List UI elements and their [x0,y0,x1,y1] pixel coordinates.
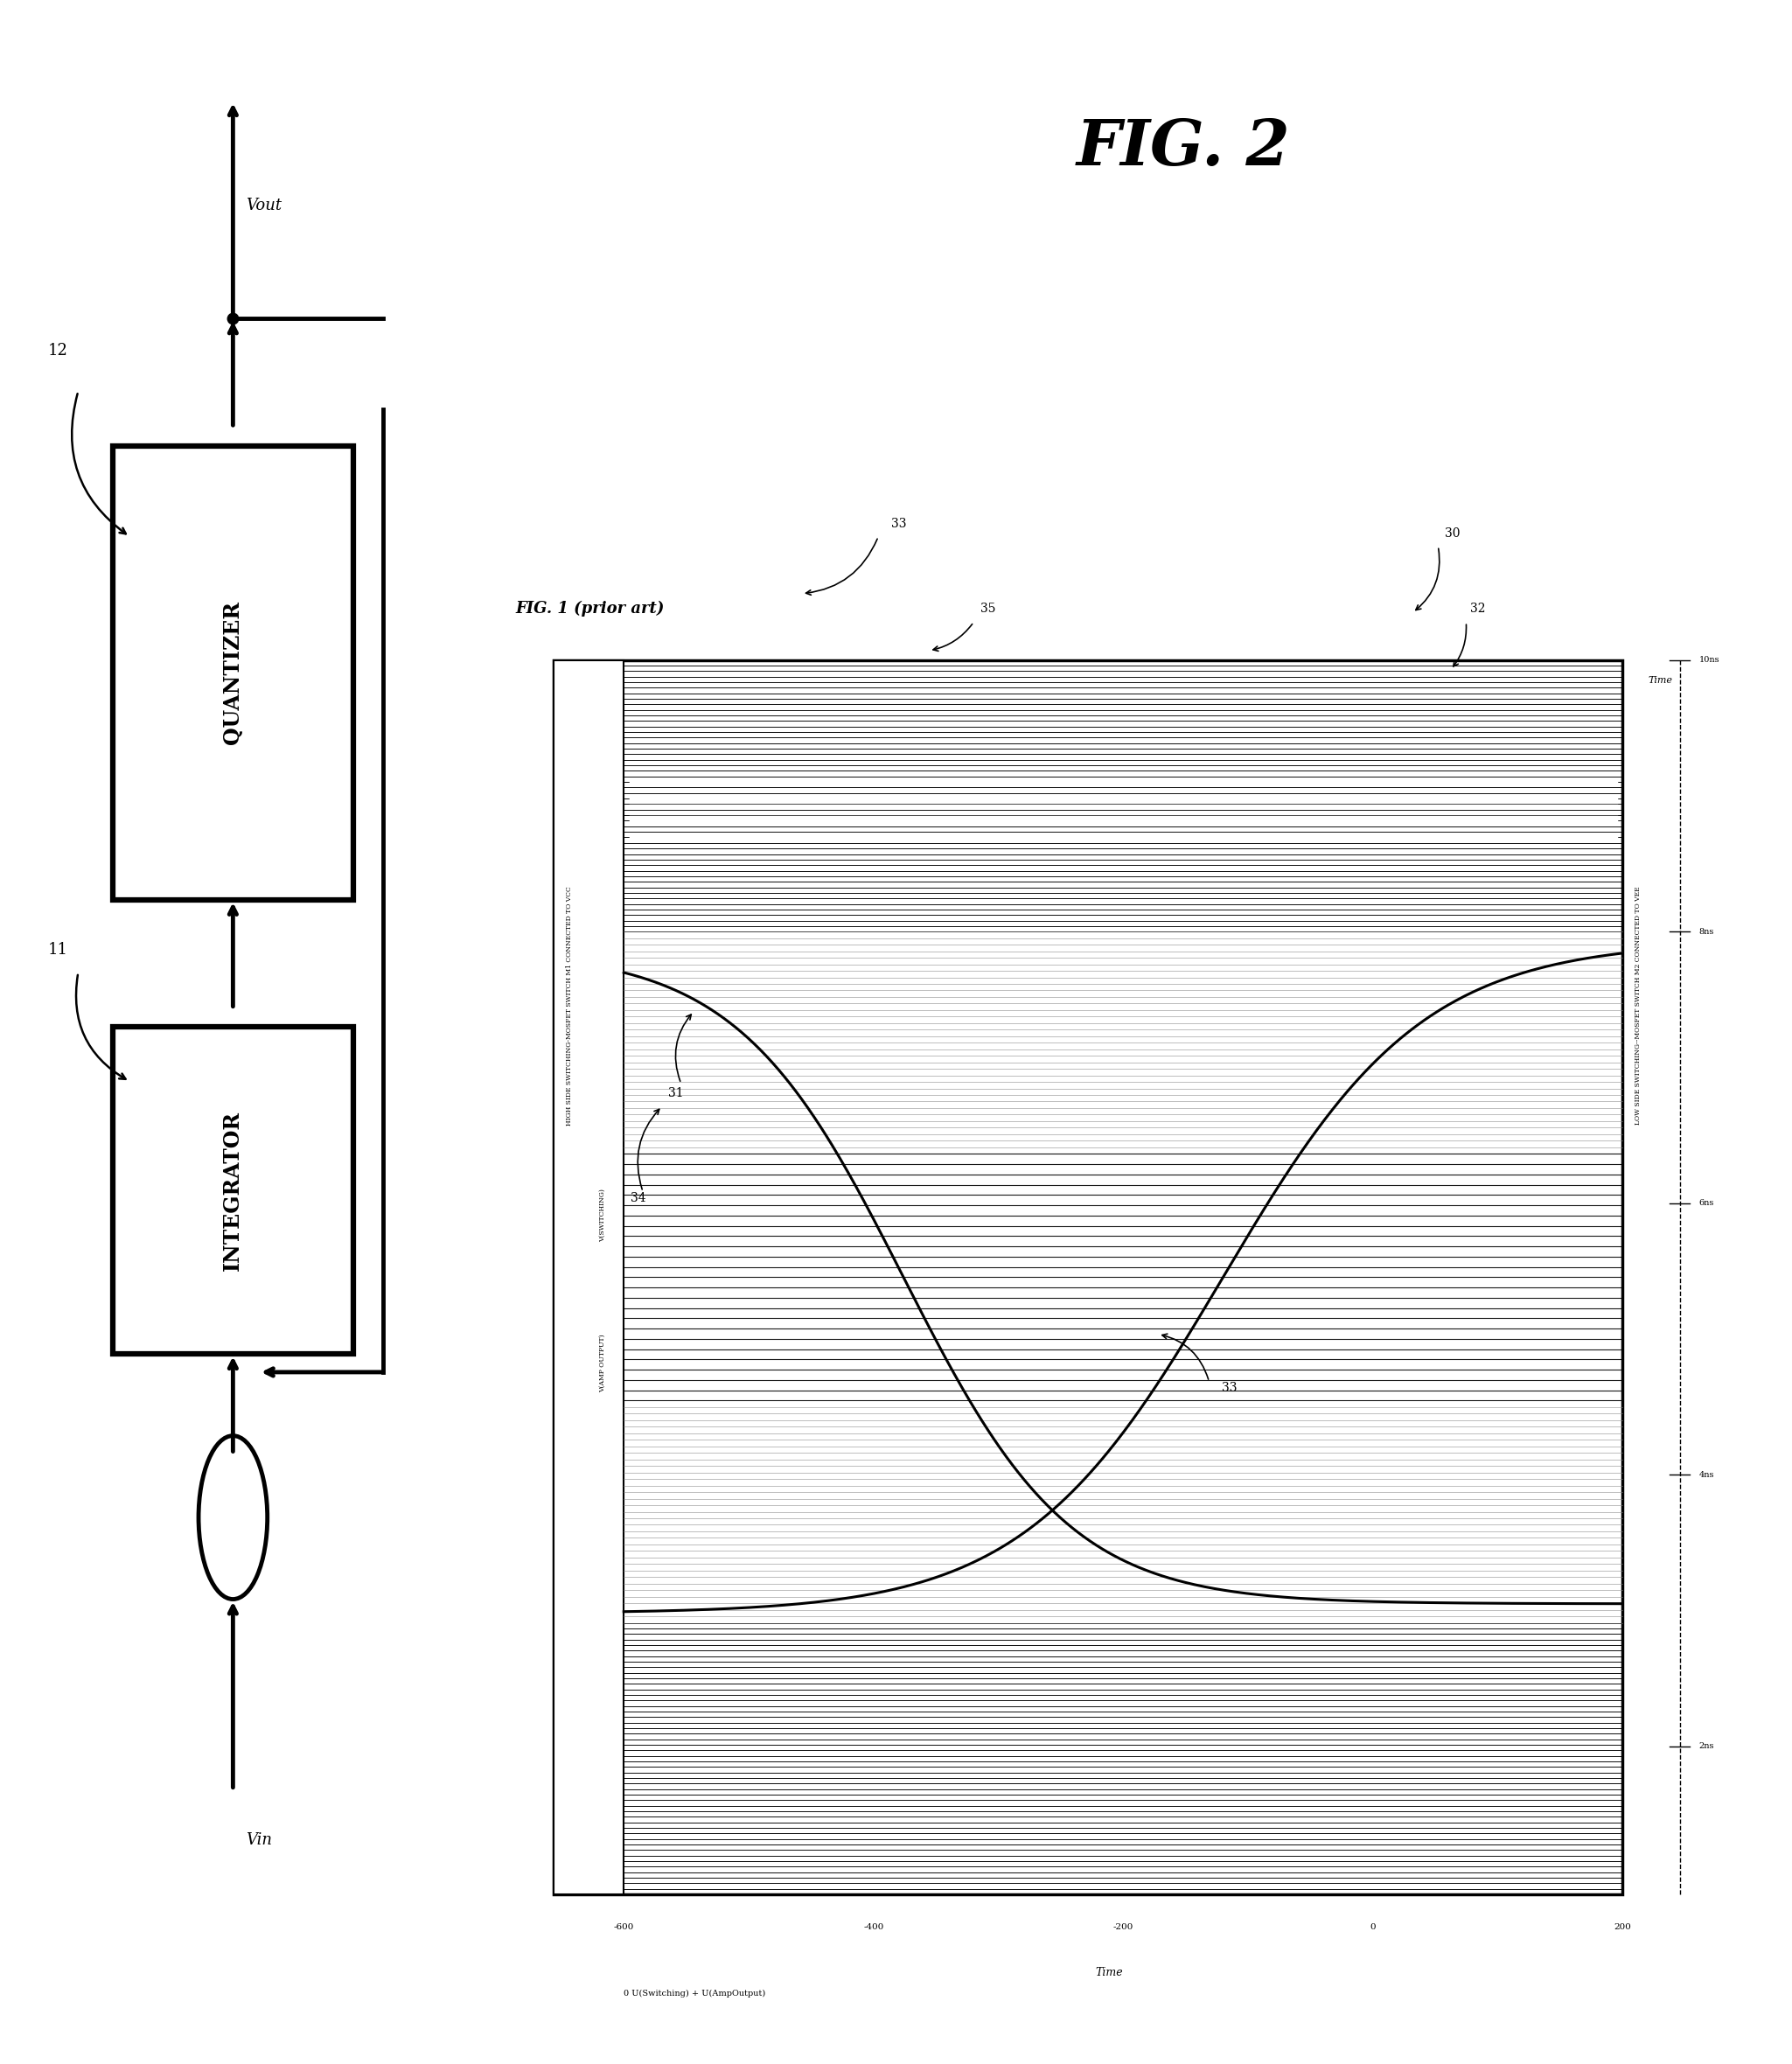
Text: Time: Time [1649,677,1674,685]
Text: 33: 33 [1222,1381,1236,1393]
Text: FIG. 2: FIG. 2 [1077,116,1290,178]
Text: 12: 12 [48,343,68,359]
Text: -400: -400 [864,1924,883,1930]
Text: 4ns: 4ns [1699,1472,1715,1478]
Text: QUANTIZER: QUANTIZER [222,601,244,745]
Text: 0 U(Switching) + U(AmpOutput): 0 U(Switching) + U(AmpOutput) [624,1990,765,1998]
Text: INTEGRATOR: INTEGRATOR [222,1110,244,1271]
Text: 200: 200 [1615,1924,1631,1930]
Text: -200: -200 [1113,1924,1133,1930]
Text: 33: 33 [891,518,907,530]
Text: Vout: Vout [246,198,281,213]
Bar [113,446,353,900]
Text: 32: 32 [1469,603,1486,615]
Text: 0: 0 [1369,1924,1376,1930]
Text: FIG. 1 (prior art): FIG. 1 (prior art) [516,601,665,617]
Text: 35: 35 [980,603,995,615]
Text: -600: -600 [613,1924,634,1930]
Bar [554,660,1622,1895]
Text: 10ns: 10ns [1699,656,1720,665]
Text: 31: 31 [668,1088,685,1100]
Text: 34: 34 [631,1191,645,1203]
Text: V(SWITCHING): V(SWITCHING) [599,1189,606,1243]
Text: 11: 11 [48,941,68,958]
Text: 30: 30 [1444,526,1460,539]
Text: Vin: Vin [246,1833,272,1847]
Text: LOW SIDE SWITCHING--MOSFET SWITCH M2 CONNECTED TO VEE: LOW SIDE SWITCHING--MOSFET SWITCH M2 CON… [1634,885,1641,1125]
Bar [113,1028,353,1354]
Text: 6ns: 6ns [1699,1199,1715,1207]
Text: 8ns: 8ns [1699,927,1715,935]
Text: 2ns: 2ns [1699,1742,1715,1750]
Text: Time: Time [1095,1967,1124,1977]
Text: HIGH SIDE SWITCHING-MOSFET SWITCH M1 CONNECTED TO VCC: HIGH SIDE SWITCHING-MOSFET SWITCH M1 CON… [566,885,573,1125]
Bar [554,660,624,1895]
Text: V(AMP OUTPUT): V(AMP OUTPUT) [599,1335,606,1393]
